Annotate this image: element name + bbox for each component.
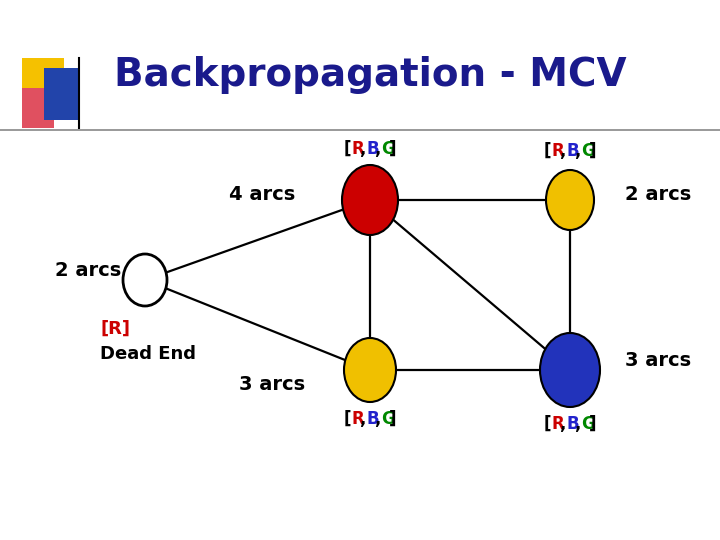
Text: [: [ xyxy=(344,410,351,428)
Text: [: [ xyxy=(544,142,552,160)
Text: [R]: [R] xyxy=(100,320,130,338)
Text: B: B xyxy=(567,415,579,433)
Text: ,: , xyxy=(559,142,565,160)
Text: B: B xyxy=(366,410,379,428)
Text: Backpropagation - MCV: Backpropagation - MCV xyxy=(114,56,626,94)
Ellipse shape xyxy=(344,338,396,402)
Text: [: [ xyxy=(544,415,552,433)
Text: ,: , xyxy=(359,410,365,428)
Text: B: B xyxy=(567,142,579,160)
Bar xyxy=(44,68,80,120)
Text: 2 arcs: 2 arcs xyxy=(625,186,691,205)
Text: 4 arcs: 4 arcs xyxy=(229,186,295,205)
Text: G: G xyxy=(381,140,395,158)
Text: 3 arcs: 3 arcs xyxy=(239,375,305,395)
Ellipse shape xyxy=(123,254,167,306)
Text: 3 arcs: 3 arcs xyxy=(625,350,691,369)
Text: R: R xyxy=(552,142,564,160)
Text: G: G xyxy=(581,142,595,160)
Text: ]: ] xyxy=(389,140,396,158)
Text: R: R xyxy=(351,140,364,158)
Text: ]: ] xyxy=(589,142,596,160)
Ellipse shape xyxy=(540,333,600,407)
Text: ,: , xyxy=(559,415,565,433)
Text: G: G xyxy=(581,415,595,433)
Text: ,: , xyxy=(574,415,580,433)
Text: [: [ xyxy=(344,140,351,158)
Text: 2 arcs: 2 arcs xyxy=(55,260,121,280)
Ellipse shape xyxy=(546,170,594,230)
Text: R: R xyxy=(351,410,364,428)
Ellipse shape xyxy=(342,165,398,235)
Text: G: G xyxy=(381,410,395,428)
Bar xyxy=(22,58,64,106)
Text: ]: ] xyxy=(589,415,596,433)
Bar xyxy=(22,88,54,128)
Text: ,: , xyxy=(374,410,380,428)
Text: Dead End: Dead End xyxy=(100,345,196,363)
Text: R: R xyxy=(552,415,564,433)
Text: ,: , xyxy=(374,140,380,158)
Text: B: B xyxy=(366,140,379,158)
Text: ,: , xyxy=(359,140,365,158)
Text: ,: , xyxy=(574,142,580,160)
Text: ]: ] xyxy=(389,410,396,428)
